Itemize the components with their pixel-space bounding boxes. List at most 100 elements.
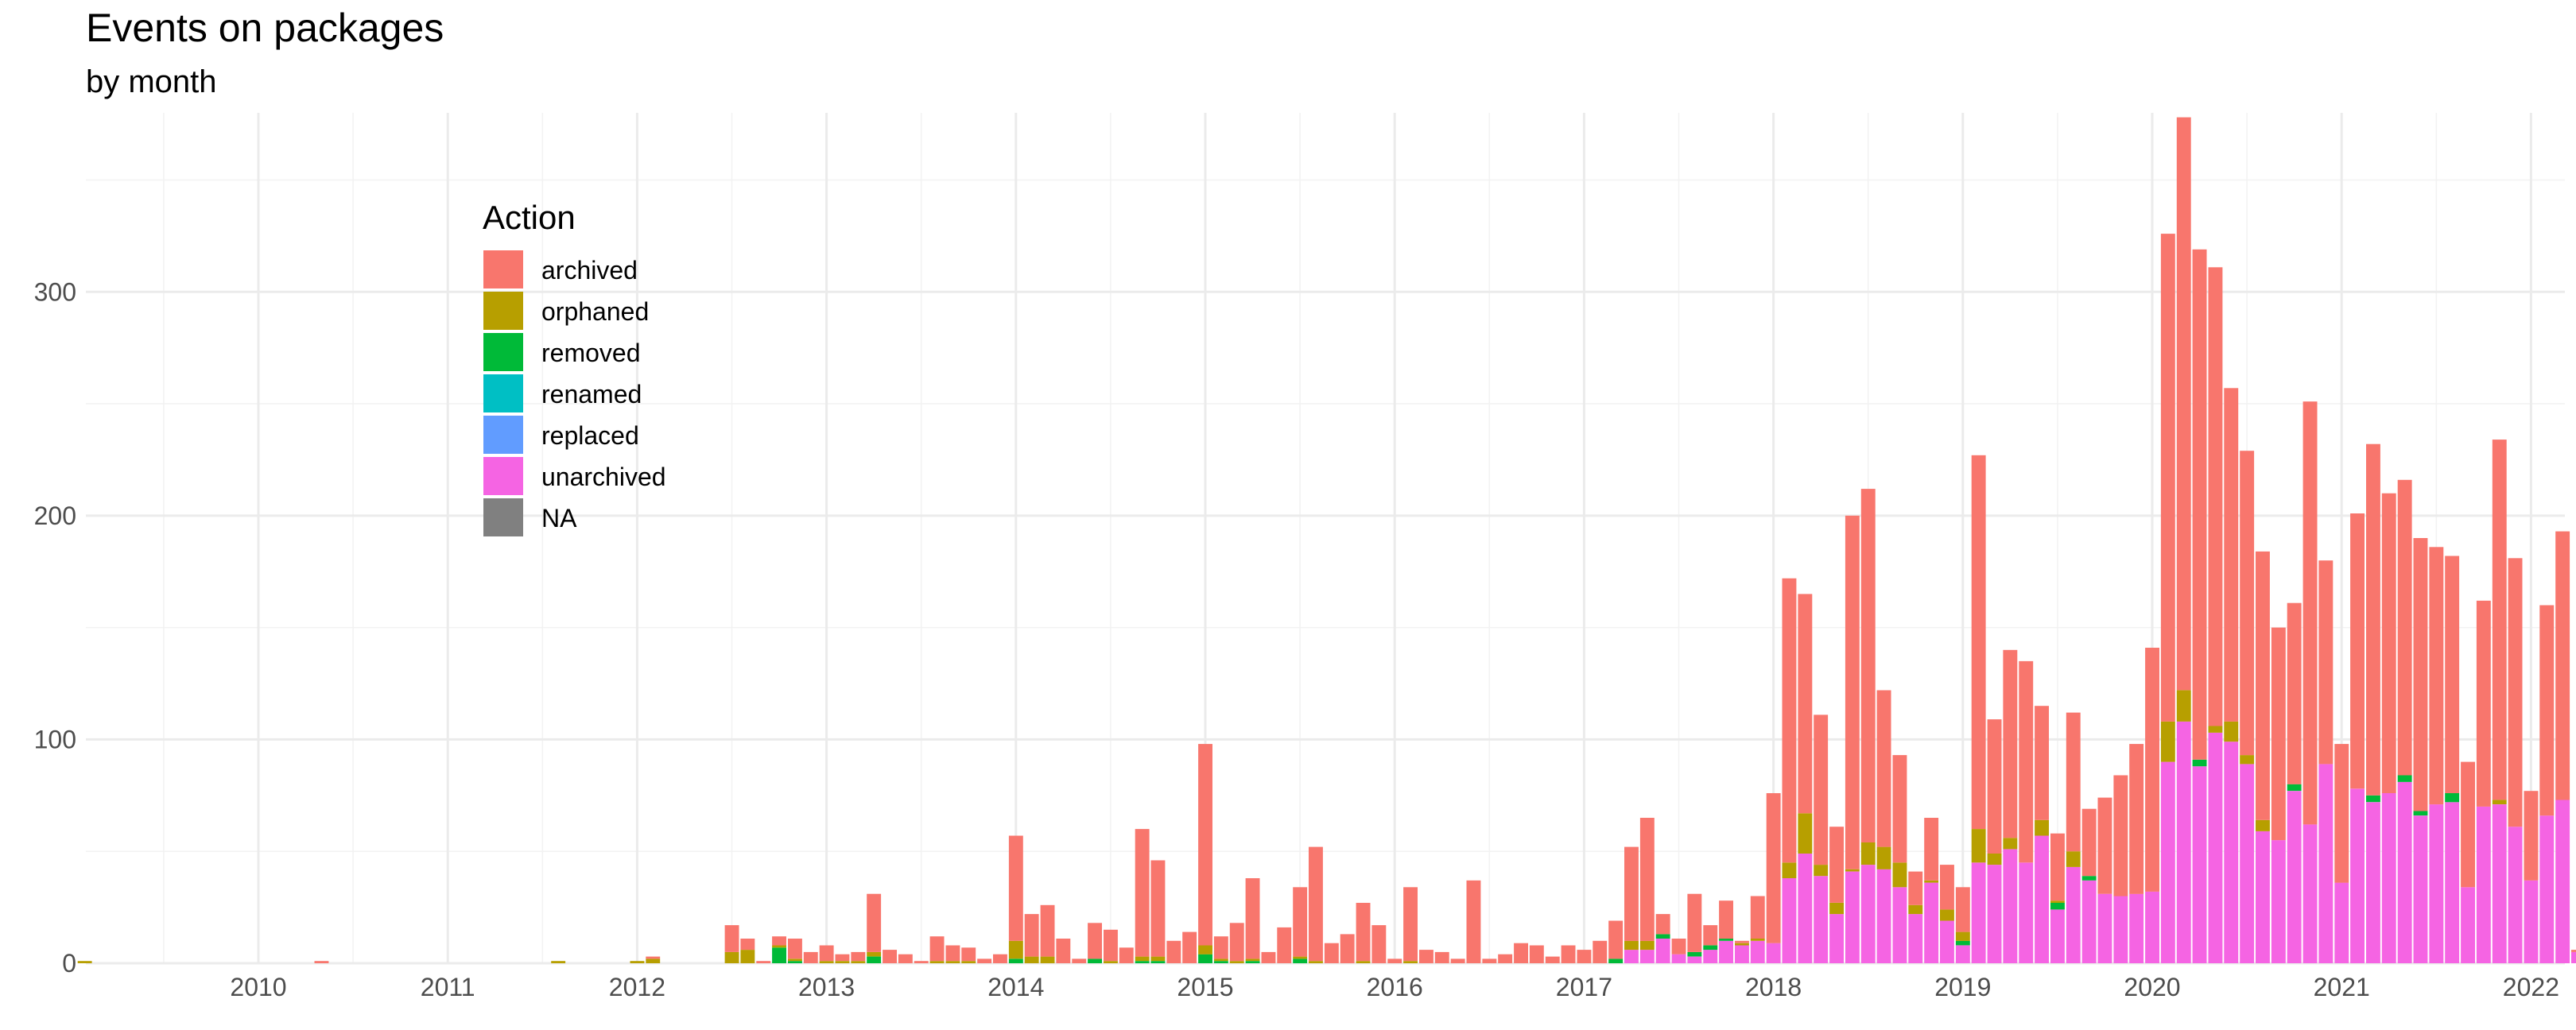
bar-segment-removed — [2081, 876, 2097, 881]
bar-2015-02 — [1213, 936, 1228, 963]
bar-2013-11 — [977, 958, 992, 963]
bar-segment-orphaned — [1860, 842, 1876, 865]
legend-item-orphaned: orphaned — [483, 292, 649, 330]
bar-2016-11 — [1545, 956, 1560, 963]
bar-segment-unarchived — [1955, 945, 1970, 963]
bar-2017-05 — [1639, 818, 1655, 963]
bar-segment-archived — [1419, 950, 1433, 963]
bar-segment-unarchived — [1892, 887, 1907, 963]
bar-segment-archived — [1955, 887, 1970, 932]
bar-segment-orphaned — [945, 961, 960, 963]
bar-segment-unarchived — [1845, 871, 1860, 963]
legend-items: archived orphaned removed renamed replaced un… — [483, 250, 666, 536]
bar-segment-archived — [1876, 690, 1891, 847]
bar-segment-archived — [1403, 887, 1418, 962]
bar-segment-unarchived — [2397, 781, 2412, 963]
x-tick-label: 2014 — [987, 973, 1044, 1001]
bar-segment-archived — [1119, 947, 1134, 963]
bar-segment-orphaned — [1829, 903, 1844, 915]
bar-2013-03 — [851, 951, 866, 963]
bar-segment-archived — [1687, 893, 1702, 952]
bar-2014-02 — [1024, 914, 1039, 963]
bar-2018-07 — [1860, 489, 1876, 963]
bar-segment-unarchived — [2081, 880, 2097, 963]
bar-segment-archived — [2003, 649, 2018, 838]
bar-2018-01 — [1766, 793, 1781, 963]
bar-segment-archived — [1088, 923, 1102, 959]
bar-2015-06 — [1277, 927, 1292, 963]
bar-segment-unarchived — [2287, 791, 2302, 963]
bar-segment-removed — [1608, 958, 1624, 963]
bar-segment-archived — [772, 936, 786, 946]
bar-segment-archived — [1892, 755, 1907, 863]
legend-title: Action — [483, 199, 576, 236]
bar-segment-orphaned — [2256, 819, 2270, 831]
bar-segment-removed — [1955, 940, 1970, 946]
bar-segment-unarchived — [2113, 896, 2128, 963]
bar-2018-05 — [1829, 827, 1844, 963]
bar-2017-04 — [1624, 846, 1639, 963]
bar-2012-11 — [788, 939, 802, 963]
bar-segment-orphaned — [819, 961, 834, 963]
bar-segment-archived — [2381, 493, 2396, 793]
bar-segment-unarchived — [2240, 764, 2255, 963]
bar-2013-12 — [993, 954, 1007, 963]
bar-2019-08 — [2066, 712, 2081, 963]
bar-segment-archived — [1608, 920, 1624, 959]
bar-2016-12 — [1561, 945, 1576, 963]
bar-segment-archived — [646, 956, 661, 959]
bar-segment-archived — [1814, 714, 1829, 865]
bar-segment-archived — [2492, 439, 2507, 800]
bar-segment-archived — [929, 936, 945, 962]
bar-segment-removed — [2366, 795, 2380, 803]
bar-segment-archived — [1198, 744, 1212, 946]
bar-segment-archived — [2318, 560, 2334, 765]
bar-segment-archived — [1056, 939, 1071, 963]
x-tick-label: 2021 — [2314, 973, 2370, 1001]
bar-2021-03 — [2366, 443, 2380, 963]
bar-segment-archived — [2129, 744, 2144, 894]
bar-2021-12 — [2508, 558, 2523, 963]
bar-2015-04 — [1245, 878, 1260, 963]
bar-segment-archived — [993, 954, 1007, 963]
bar-segment-archived — [1024, 914, 1039, 957]
bar-segment-removed — [1703, 945, 1718, 951]
bar-segment-unarchived — [2539, 815, 2555, 963]
bar-2022-04 — [2571, 950, 2576, 963]
bar-segment-orphaned — [1750, 939, 1765, 941]
bar-2017-07 — [1671, 939, 1686, 963]
bars-group — [77, 117, 2576, 963]
bar-2019-04 — [2003, 649, 2018, 963]
legend-swatch — [483, 416, 523, 454]
bar-segment-archived — [819, 945, 834, 962]
bar-2014-10 — [1150, 860, 1166, 963]
bar-segment-unarchived — [2019, 862, 2034, 963]
bar-segment-archived — [2524, 791, 2539, 881]
bar-segment-unarchived — [2350, 788, 2365, 963]
bar-segment-unarchived — [2256, 831, 2270, 963]
bar-2014-04 — [1056, 939, 1071, 963]
bar-segment-archived — [1908, 871, 1923, 905]
bar-segment-unarchived — [2224, 742, 2239, 963]
bar-segment-orphaned — [1782, 862, 1797, 878]
bar-segment-archived — [1703, 925, 1718, 946]
bar-segment-removed — [2192, 759, 2207, 767]
legend-swatch — [483, 374, 523, 412]
bar-2020-05 — [2208, 267, 2223, 963]
bar-segment-archived — [898, 954, 913, 963]
bar-2018-06 — [1845, 515, 1860, 963]
bar-2016-04 — [1434, 951, 1449, 963]
bar-2013-01 — [819, 945, 834, 963]
bar-segment-archived — [2224, 388, 2239, 722]
bar-segment-archived — [2256, 551, 2270, 820]
bar-segment-unarchived — [2492, 804, 2507, 963]
bar-segment-orphaned — [2224, 721, 2239, 742]
bar-2012-01 — [630, 961, 645, 963]
x-tick-label: 2012 — [609, 973, 665, 1001]
legend-item-removed: removed — [483, 333, 641, 371]
bar-2013-06 — [898, 954, 913, 963]
bar-segment-archived — [1150, 860, 1166, 957]
bar-segment-orphaned — [1798, 813, 1813, 854]
bar-2020-08 — [2256, 551, 2270, 963]
bar-segment-archived — [945, 945, 960, 962]
